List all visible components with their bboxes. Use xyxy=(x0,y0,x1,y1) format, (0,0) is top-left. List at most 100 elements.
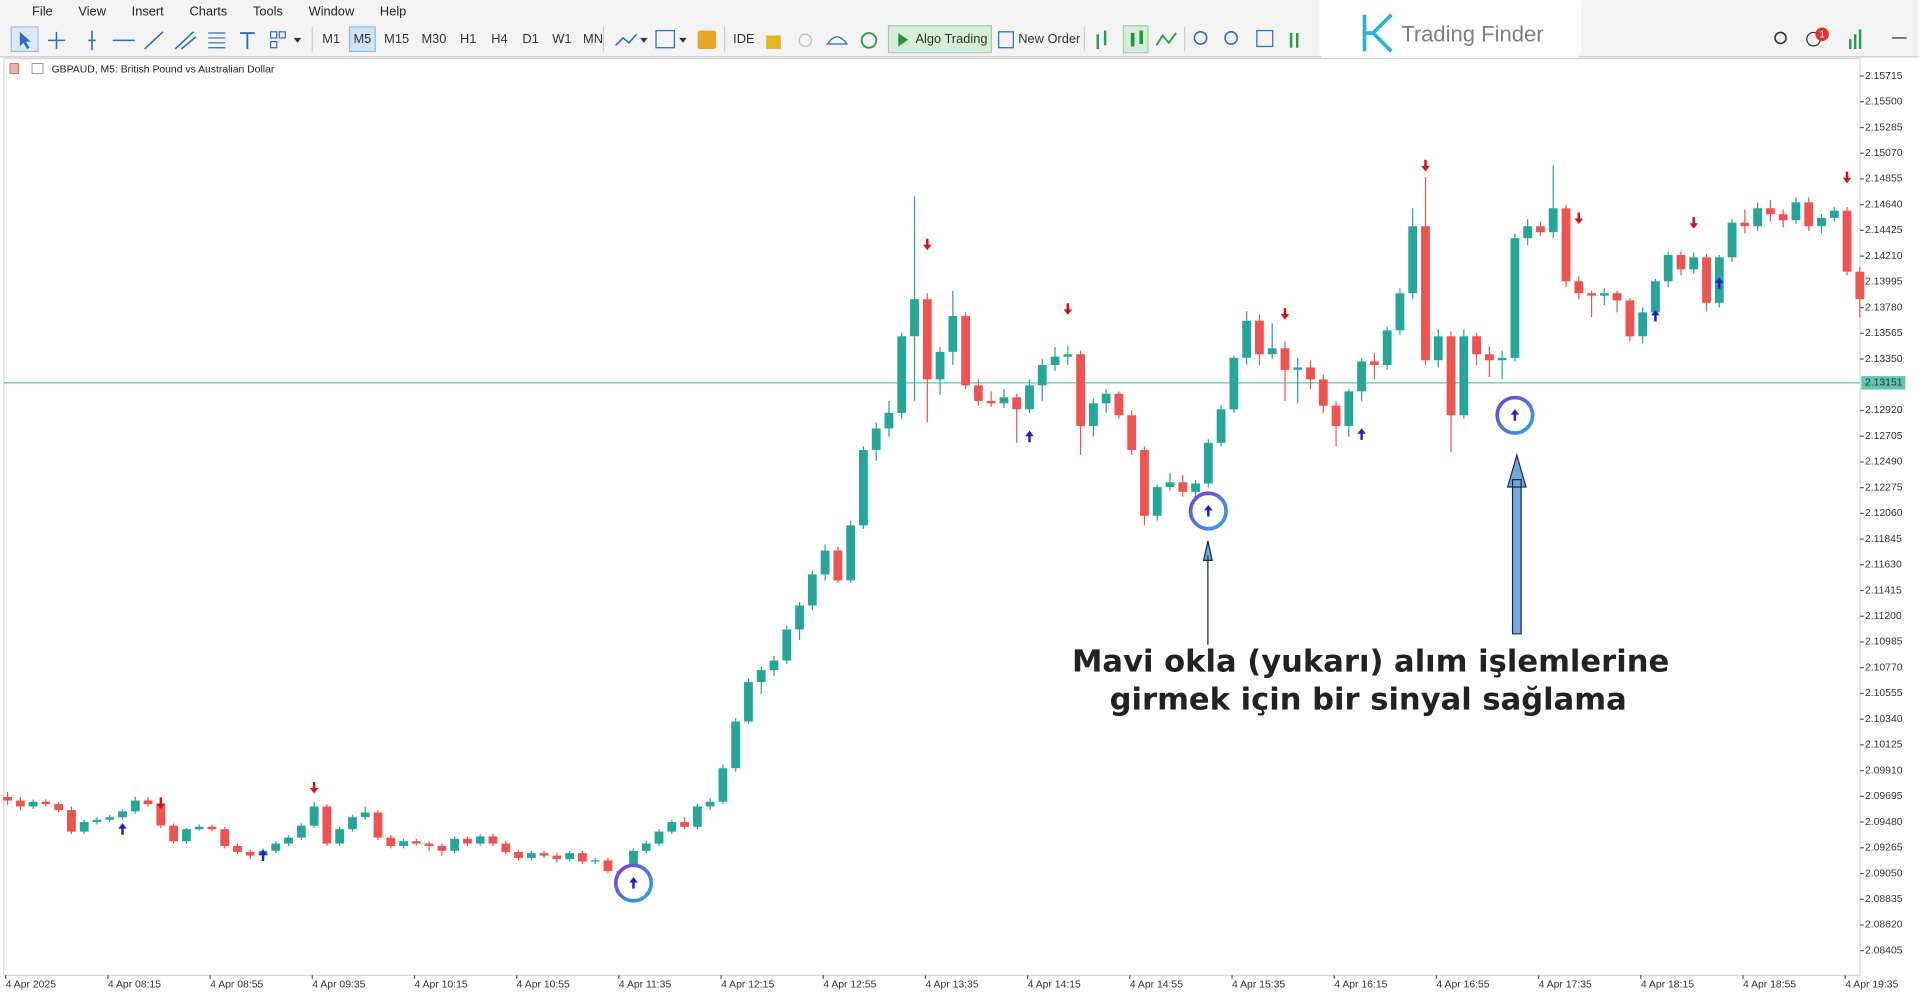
menu-item[interactable]: Insert xyxy=(132,4,165,19)
logo-text: Trading Finder xyxy=(1401,21,1543,46)
candle-chart-button[interactable] xyxy=(1122,25,1149,54)
market-icon[interactable] xyxy=(697,30,717,49)
timeframe-button[interactable]: M5 xyxy=(353,31,371,46)
lock-icon[interactable] xyxy=(766,35,781,49)
y-tick-label: 2.13565 xyxy=(1865,328,1903,339)
y-tick-label: 2.13780 xyxy=(1865,302,1903,313)
candle-body xyxy=(1510,238,1520,358)
candle-body xyxy=(360,812,370,818)
shapes-icon[interactable] xyxy=(278,31,286,39)
cloud-icon[interactable] xyxy=(826,36,849,45)
x-tick-label: 4 Apr 17:35 xyxy=(1539,980,1592,991)
order-icon[interactable] xyxy=(998,31,1014,49)
candle-body xyxy=(118,811,127,818)
line-chart-icon[interactable] xyxy=(1155,32,1177,46)
sell-signal xyxy=(1574,212,1584,224)
candle-body xyxy=(296,825,306,838)
dropdown-icon[interactable] xyxy=(293,37,302,43)
candle-body xyxy=(348,817,357,830)
candle-body xyxy=(1829,210,1839,218)
signal-strength xyxy=(1849,29,1862,49)
candle-body xyxy=(1229,357,1239,410)
timeframe-button[interactable]: D1 xyxy=(522,31,538,46)
timeframe-button[interactable]: M1 xyxy=(322,31,340,46)
zoom-out-icon[interactable] xyxy=(1224,31,1239,45)
candle-body xyxy=(54,804,64,811)
candle-body xyxy=(731,721,741,769)
candle-body xyxy=(1331,405,1341,427)
vline-icon[interactable] xyxy=(88,30,96,51)
shapes-icon[interactable] xyxy=(270,40,278,49)
candle-body xyxy=(986,400,996,404)
candle-body xyxy=(245,851,255,856)
candle-body xyxy=(1152,487,1162,516)
x-tick-label: 4 Apr 08:15 xyxy=(108,980,161,991)
candle-body xyxy=(1778,214,1788,221)
timeframe-button[interactable]: H4 xyxy=(491,31,507,46)
crosshair-icon[interactable] xyxy=(47,31,66,49)
bar-chart-icon[interactable] xyxy=(1096,30,1107,49)
candle-body xyxy=(156,804,166,826)
y-tick-label: 2.10125 xyxy=(1865,740,1903,751)
candle-body xyxy=(105,817,115,820)
zoom-in-icon[interactable] xyxy=(1193,31,1208,45)
candle-body xyxy=(335,829,345,844)
timeframe-button[interactable]: H1 xyxy=(460,31,476,46)
logo-icon xyxy=(1362,13,1393,53)
candle-body xyxy=(92,819,102,823)
timeframe-button[interactable]: M15 xyxy=(384,31,409,46)
indicator-icon[interactable] xyxy=(615,33,638,46)
search-icon[interactable] xyxy=(1774,31,1787,45)
menu-item[interactable]: Help xyxy=(380,4,406,19)
scroll-icon[interactable] xyxy=(1289,33,1299,48)
channel-icon[interactable] xyxy=(174,31,197,50)
candle-body xyxy=(641,843,651,851)
menu-item[interactable]: Window xyxy=(309,4,355,19)
candle-body xyxy=(1574,281,1584,294)
shapes-icon[interactable] xyxy=(270,31,278,39)
candle-body xyxy=(1753,208,1763,227)
ide-label[interactable]: IDE xyxy=(733,31,754,46)
candle-body xyxy=(1318,379,1328,406)
candle-body xyxy=(1114,393,1124,416)
x-tick-label: 4 Apr 16:55 xyxy=(1436,980,1489,991)
annotation-line: Mavi okla (yukarı) alım işlemlerine xyxy=(1072,645,1669,680)
dropdown-icon[interactable] xyxy=(640,37,648,43)
annotation-arrow xyxy=(1506,452,1527,635)
timeframe-button[interactable]: M30 xyxy=(421,31,446,46)
candle-body xyxy=(1497,357,1507,361)
menu-item[interactable]: Charts xyxy=(189,4,227,19)
y-tick-label: 2.14855 xyxy=(1865,174,1903,185)
candle-body xyxy=(603,860,613,872)
candle-body xyxy=(1727,222,1737,258)
timeframe-button[interactable]: W1 xyxy=(552,31,571,46)
buy-signal xyxy=(1204,504,1213,517)
menu-item[interactable]: File xyxy=(32,4,53,19)
candle-body xyxy=(488,836,498,844)
sell-signal xyxy=(923,238,932,251)
chart-title: GBPAUD, M5: British Pound vs Australian … xyxy=(52,64,275,75)
text-icon[interactable] xyxy=(240,32,255,49)
y-tick-label: 2.09695 xyxy=(1865,791,1903,802)
tile-icon[interactable] xyxy=(1256,29,1274,48)
candle-body xyxy=(1344,391,1354,427)
candle-body xyxy=(1587,293,1596,296)
signal-icon[interactable] xyxy=(798,33,813,48)
x-tick-label: 4 Apr 11:35 xyxy=(619,980,672,991)
x-tick-label: 4 Apr 09:35 xyxy=(312,980,365,991)
menu-item[interactable]: Tools xyxy=(253,4,283,19)
candle-body xyxy=(271,843,281,851)
sell-signal xyxy=(1280,308,1290,320)
vps-icon[interactable] xyxy=(860,32,878,49)
dropdown-icon[interactable] xyxy=(679,37,687,43)
timeframe-button[interactable]: MN xyxy=(583,31,603,46)
candle-body xyxy=(181,829,191,842)
candle-body xyxy=(1280,348,1290,370)
x-tick-label: 4 Apr 14:15 xyxy=(1028,980,1081,991)
fibo-icon[interactable] xyxy=(208,32,226,49)
candle-body xyxy=(450,838,460,851)
template-icon[interactable] xyxy=(655,29,676,49)
menu-item[interactable]: View xyxy=(78,4,106,19)
trend-icon[interactable] xyxy=(144,31,164,50)
candle-body xyxy=(807,574,817,606)
